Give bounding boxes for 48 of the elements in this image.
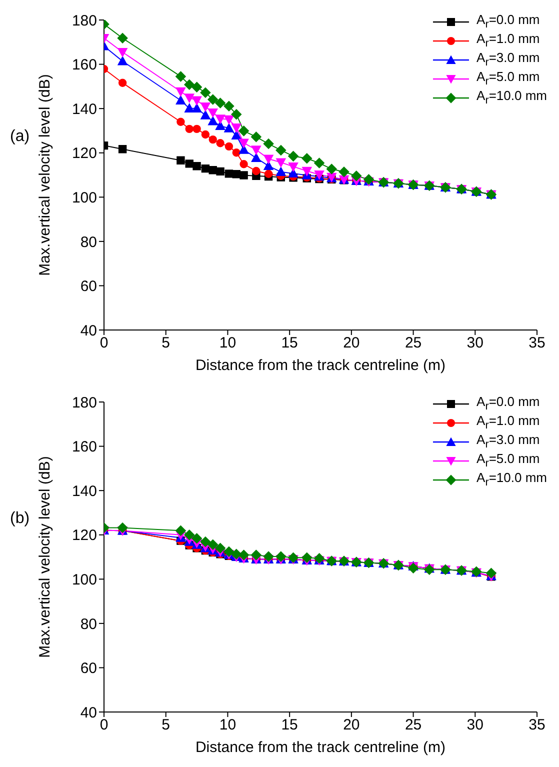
y-tick-label: 140 [72,100,97,118]
y-tick-label: 180 [72,394,97,412]
legend-label: A$_{r}$=1.0 mm [476,31,540,50]
y-tick-label: 140 [72,482,97,500]
legend-label: A$_{r}$=3.0 mm [476,432,540,451]
y-tick-label: 80 [80,616,97,633]
x-tick-label: 25 [404,716,422,734]
y-tick-label: 100 [72,571,97,588]
x-tick-label: 10 [219,334,236,352]
x-tick-label: 20 [343,716,360,734]
x-tick-label: 5 [162,334,170,352]
legend-label: A$_{r}$=0.0 mm [476,394,540,413]
y-tick-label: 60 [80,660,97,678]
y-tick-label: 40 [80,322,97,340]
x-axis-title: Distance from the track centreline (m) [195,739,446,756]
x-tick-label: 30 [466,716,484,734]
y-tick-label: 80 [80,234,97,251]
legend-label: A$_{r}$=1.0 mm [476,413,540,432]
text: (a) [10,128,30,146]
y-axis-title: Max.vertical velocity level (dB) [36,456,54,658]
x-tick-label: 0 [100,716,108,734]
x-tick-label: 35 [528,334,546,352]
x-axis-title: Distance from the track centreline (m) [195,357,446,374]
legend-label: A$_{r}$=0.0 mm [476,12,540,31]
x-tick-label: 15 [281,334,298,352]
x-tick-label: 15 [281,716,298,734]
x-tick-label: 35 [528,716,546,734]
x-tick-label: 30 [466,334,484,352]
legend-label: A$_{r}$=5.0 mm [476,451,540,470]
x-tick-label: 0 [100,334,108,352]
y-tick-label: 160 [72,56,97,74]
x-tick-label: 25 [404,334,422,352]
x-tick-label: 5 [162,716,170,734]
y-tick-label: 100 [72,189,97,206]
y-tick-label: 120 [72,527,97,544]
legend-label: A$_{r}$=5.0 mm [476,69,540,88]
x-tick-label: 20 [343,334,360,352]
y-tick-label: 180 [72,12,97,30]
legend-label: A$_{r}$=3.0 mm [476,50,540,69]
text: (b) [10,510,30,528]
legend-label: A$_{r}$=10.0 mm [476,88,547,107]
legend-label: A$_{r}$=10.0 mm [476,470,547,489]
y-tick-label: 120 [72,145,97,162]
x-tick-label: 10 [219,716,236,734]
y-axis-title: Max.vertical velocity level (dB) [36,74,54,276]
y-tick-label: 40 [80,704,97,722]
y-tick-label: 60 [80,278,97,296]
y-tick-label: 160 [72,438,97,456]
